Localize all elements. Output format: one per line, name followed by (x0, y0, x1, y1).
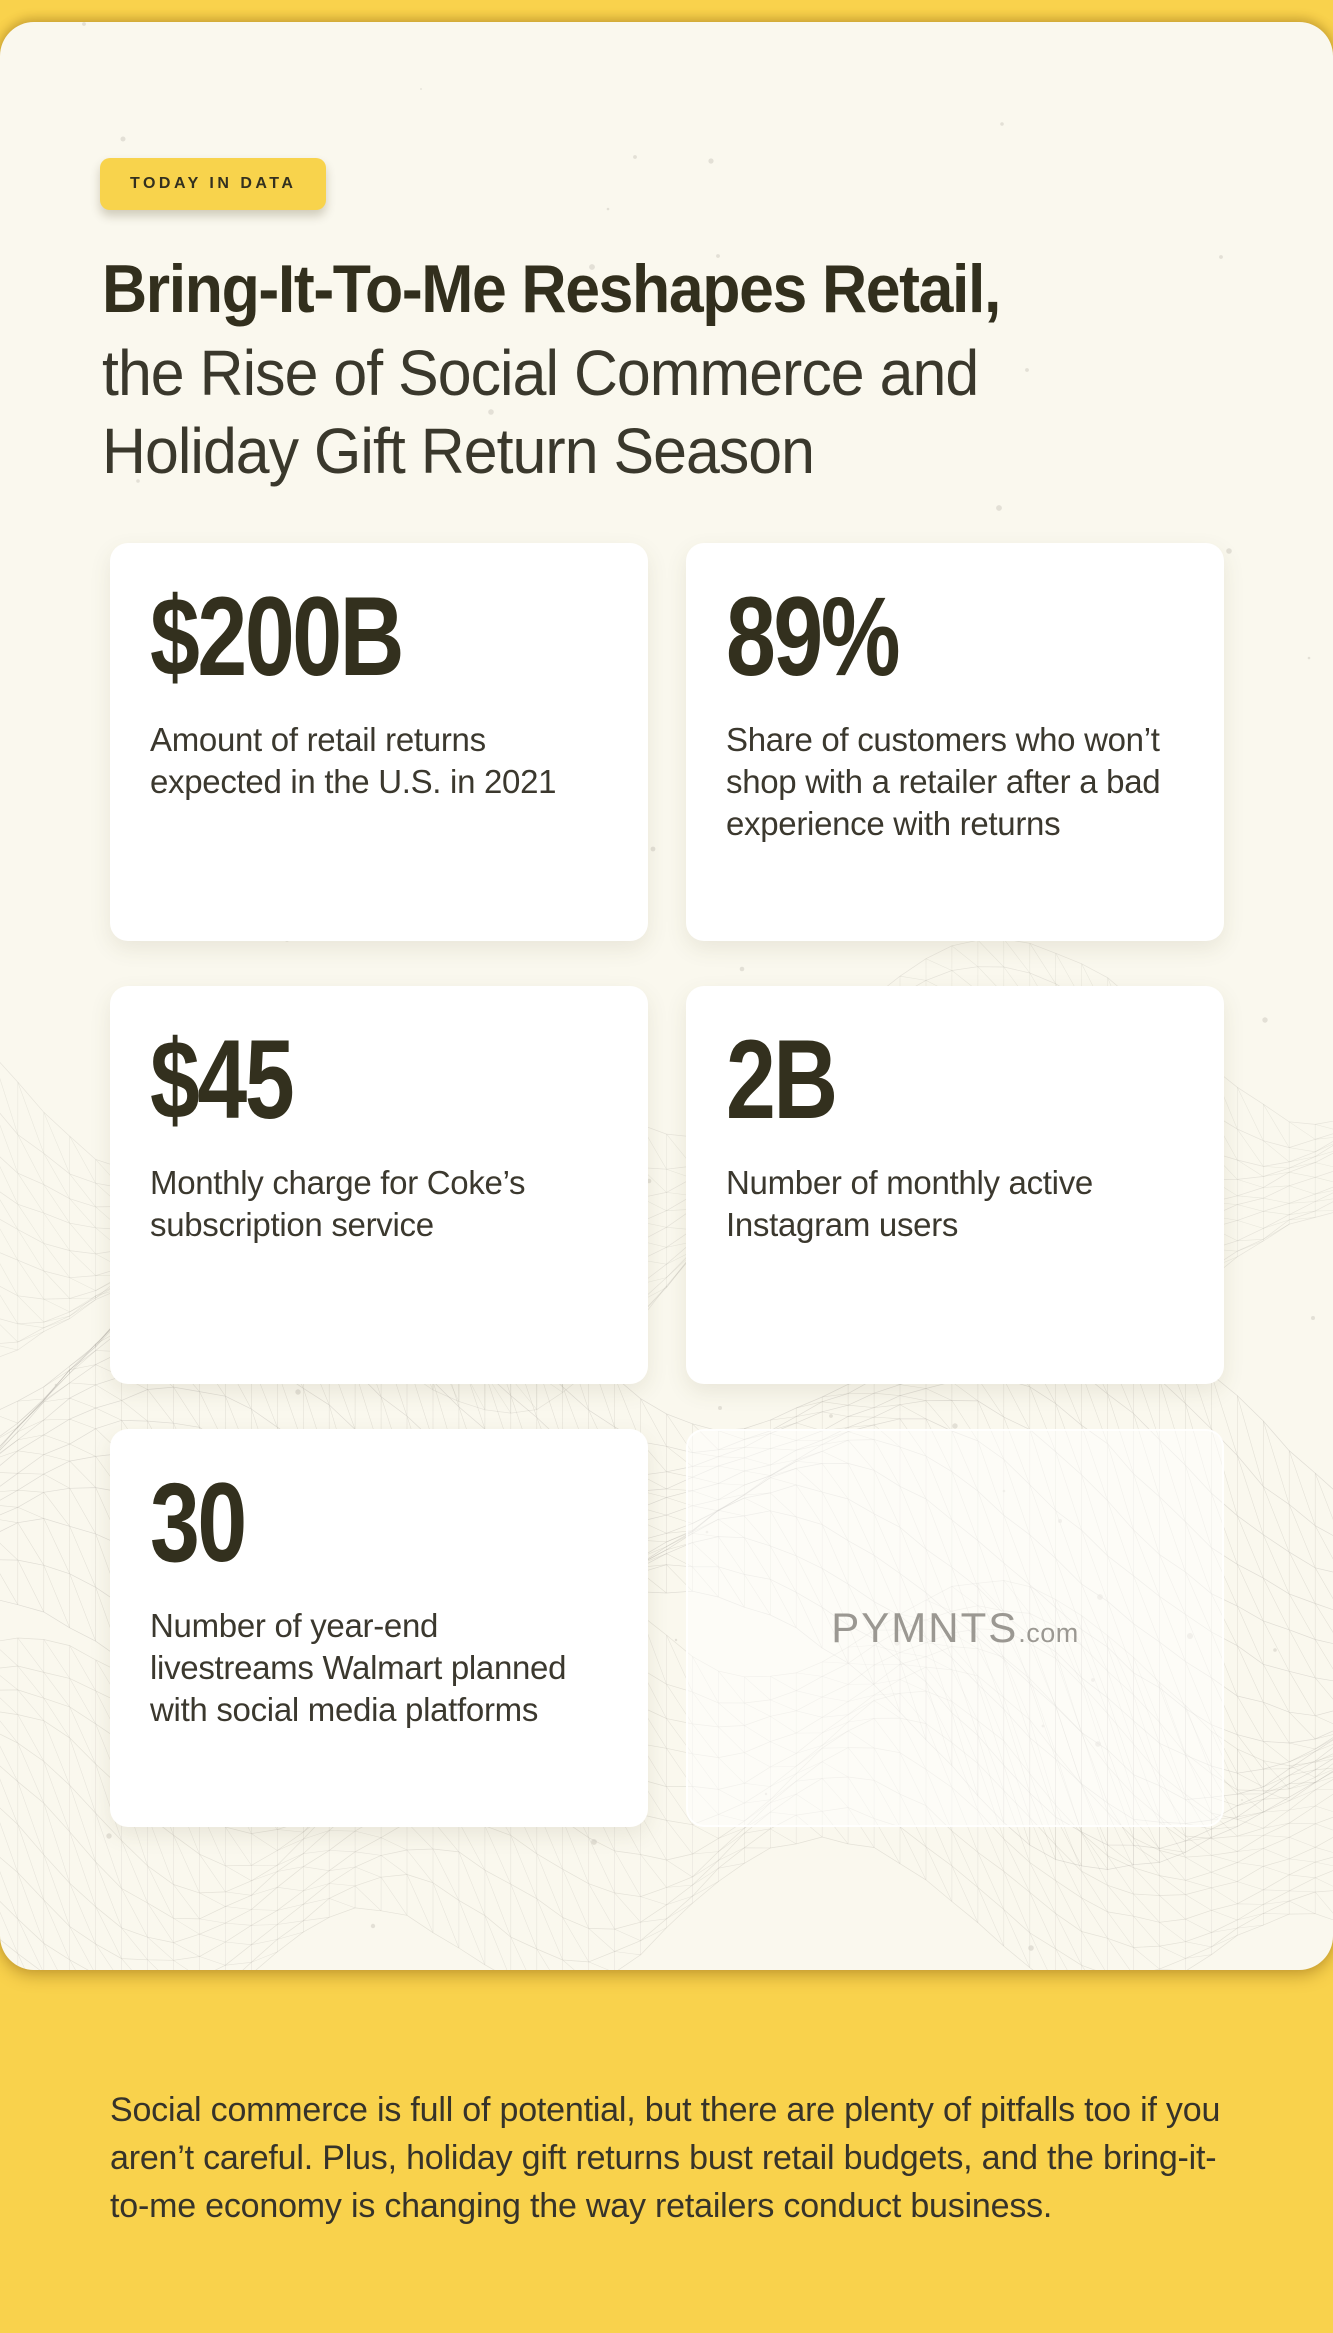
stat-value: $200B (150, 574, 404, 699)
stat-value: 2B (726, 1017, 838, 1142)
stat-card-coke-subscription: $45 Monthly charge for Coke’s subscripti… (110, 986, 648, 1384)
pymnts-brand-text: PYMNTS (831, 1604, 1019, 1651)
stat-card-bad-returns-experience: 89% Share of customers who won’t shop wi… (686, 543, 1224, 941)
stat-label: Share of customers who won’t shop with a… (726, 721, 1161, 842)
sheet-content: TODAY IN DATA Bring-It-To-Me Reshapes Re… (0, 22, 1333, 1970)
stats-grid: $200B Amount of retail returns expected … (110, 543, 1224, 1827)
stat-label: Amount of retail returns expected in the… (150, 721, 557, 800)
stat-label: Number of monthly active Instagram users (726, 1164, 1093, 1243)
content-sheet: TODAY IN DATA Bring-It-To-Me Reshapes Re… (0, 22, 1333, 1970)
today-in-data-badge: TODAY IN DATA (100, 158, 327, 210)
headline-bold: Bring-It-To-Me Reshapes Retail, (102, 251, 1001, 327)
stat-card-walmart-livestreams: 30 Number of year-end livestreams Walmar… (110, 1429, 648, 1827)
footer-text: Social commerce is full of potential, bu… (110, 2091, 1221, 2225)
pymnts-logo: PYMNTS .com (831, 1604, 1079, 1652)
stat-value: 30 (150, 1460, 247, 1585)
stat-card-retail-returns: $200B Amount of retail returns expected … (110, 543, 648, 941)
stat-value: 89% (726, 574, 901, 699)
headline-light: the Rise of Social Commerce and Holiday … (102, 337, 979, 487)
stat-value: $45 (150, 1017, 295, 1142)
stat-label: Number of year-end livestreams Walmart p… (150, 1607, 567, 1728)
pymnts-suffix-text: .com (1018, 1618, 1079, 1648)
stat-card-instagram-users: 2B Number of monthly active Instagram us… (686, 986, 1224, 1384)
stat-label: Monthly charge for Coke’s subscription s… (150, 1164, 526, 1243)
badge-label: TODAY IN DATA (130, 175, 297, 192)
watermark-panel: PYMNTS .com (686, 1429, 1224, 1827)
